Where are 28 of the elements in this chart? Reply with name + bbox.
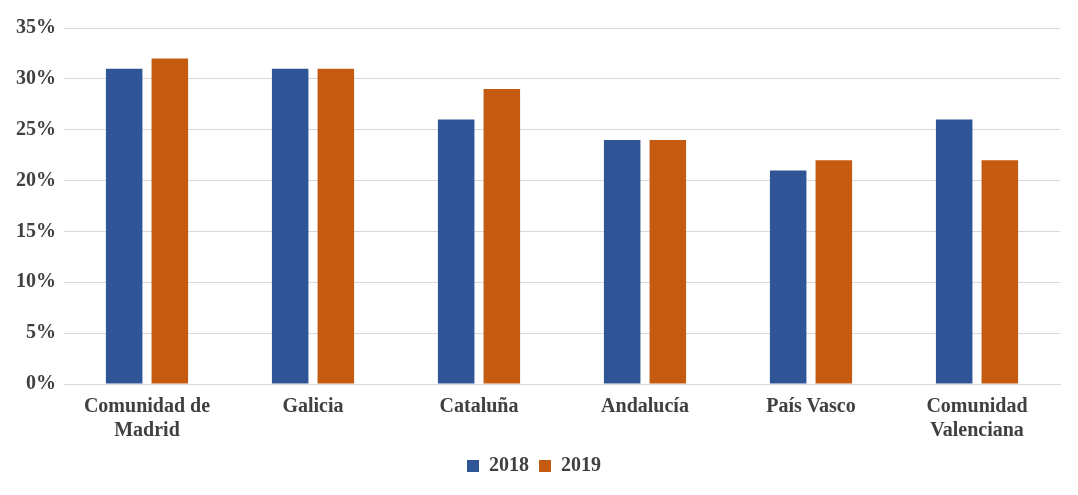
bar — [935, 119, 973, 384]
y-tick-label: 10% — [16, 269, 56, 292]
bar — [105, 68, 143, 384]
x-tick-label: Comunidad Valenciana — [926, 394, 1028, 441]
x-tick-label: Cataluña — [439, 394, 519, 417]
bar — [769, 170, 807, 384]
x-tick-label: Comunidad de Madrid — [83, 394, 211, 441]
legend-label: 2019 — [561, 453, 601, 476]
bar — [271, 68, 309, 384]
y-tick-label: 0% — [26, 371, 56, 394]
bar — [437, 119, 475, 384]
bar — [815, 160, 853, 384]
y-tick-label: 30% — [16, 66, 56, 89]
x-tick-label: País Vasco — [766, 394, 856, 417]
x-tick-label: Andalucía — [601, 394, 689, 417]
legend-label: 2018 — [489, 453, 529, 476]
y-tick-label: 25% — [16, 116, 56, 139]
bar — [603, 139, 641, 384]
y-tick-label: 15% — [16, 218, 56, 241]
bar — [317, 68, 355, 384]
x-tick-label: Galicia — [282, 394, 344, 417]
y-tick-label: 20% — [16, 167, 56, 190]
y-tick-label: 5% — [26, 320, 56, 343]
bar — [151, 58, 189, 384]
bar — [483, 89, 521, 384]
bar — [649, 139, 687, 384]
y-tick-label: 35% — [16, 15, 56, 38]
bar — [981, 160, 1019, 384]
